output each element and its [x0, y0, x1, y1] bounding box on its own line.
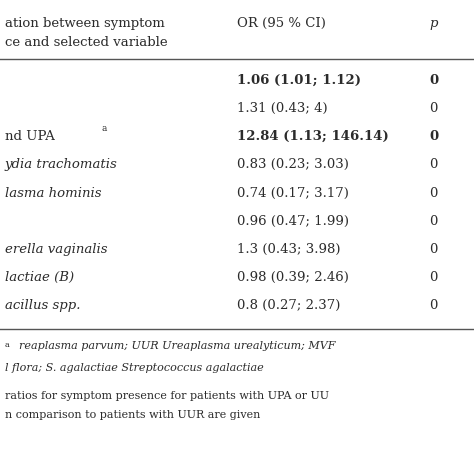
Text: 0.96 (0.47; 1.99): 0.96 (0.47; 1.99) — [237, 215, 349, 228]
Text: a: a — [5, 341, 9, 349]
Text: 1.06 (1.01; 1.12): 1.06 (1.01; 1.12) — [237, 74, 361, 87]
Text: 0.83 (0.23; 3.03): 0.83 (0.23; 3.03) — [237, 158, 349, 171]
Text: lasma hominis: lasma hominis — [5, 186, 101, 200]
Text: OR (95 % CI): OR (95 % CI) — [237, 17, 326, 29]
Text: n comparison to patients with UUR are given: n comparison to patients with UUR are gi… — [5, 410, 260, 420]
Text: 0: 0 — [429, 130, 438, 143]
Text: ratios for symptom presence for patients with UPA or UU: ratios for symptom presence for patients… — [5, 391, 329, 401]
Text: 0: 0 — [429, 186, 438, 200]
Text: 1.3 (0.43; 3.98): 1.3 (0.43; 3.98) — [237, 243, 340, 256]
Text: 12.84 (1.13; 146.14): 12.84 (1.13; 146.14) — [237, 130, 389, 143]
Text: erella vaginalis: erella vaginalis — [5, 243, 107, 256]
Text: l flora; S. agalactiae Streptococcus agalactiae: l flora; S. agalactiae Streptococcus aga… — [5, 363, 264, 373]
Text: 0.74 (0.17; 3.17): 0.74 (0.17; 3.17) — [237, 186, 349, 200]
Text: reaplasma parvum; UUR Ureaplasma urealyticum; MVF: reaplasma parvum; UUR Ureaplasma urealyt… — [19, 341, 336, 351]
Text: nd UPA: nd UPA — [5, 130, 55, 143]
Text: ation between symptom: ation between symptom — [5, 17, 164, 29]
Text: 0.8 (0.27; 2.37): 0.8 (0.27; 2.37) — [237, 299, 340, 312]
Text: a: a — [102, 124, 107, 133]
Text: 0: 0 — [429, 243, 438, 256]
Text: 0: 0 — [429, 102, 438, 115]
Text: ce and selected variable: ce and selected variable — [5, 36, 167, 48]
Text: 0: 0 — [429, 74, 438, 87]
Text: 0.98 (0.39; 2.46): 0.98 (0.39; 2.46) — [237, 271, 349, 284]
Text: 1.31 (0.43; 4): 1.31 (0.43; 4) — [237, 102, 328, 115]
Text: 0: 0 — [429, 158, 438, 171]
Text: 0: 0 — [429, 215, 438, 228]
Text: lactiae (B): lactiae (B) — [5, 271, 74, 284]
Text: acillus spp.: acillus spp. — [5, 299, 80, 312]
Text: 0: 0 — [429, 299, 438, 312]
Text: ydia trachomatis: ydia trachomatis — [5, 158, 118, 171]
Text: 0: 0 — [429, 271, 438, 284]
Text: p: p — [429, 17, 438, 29]
